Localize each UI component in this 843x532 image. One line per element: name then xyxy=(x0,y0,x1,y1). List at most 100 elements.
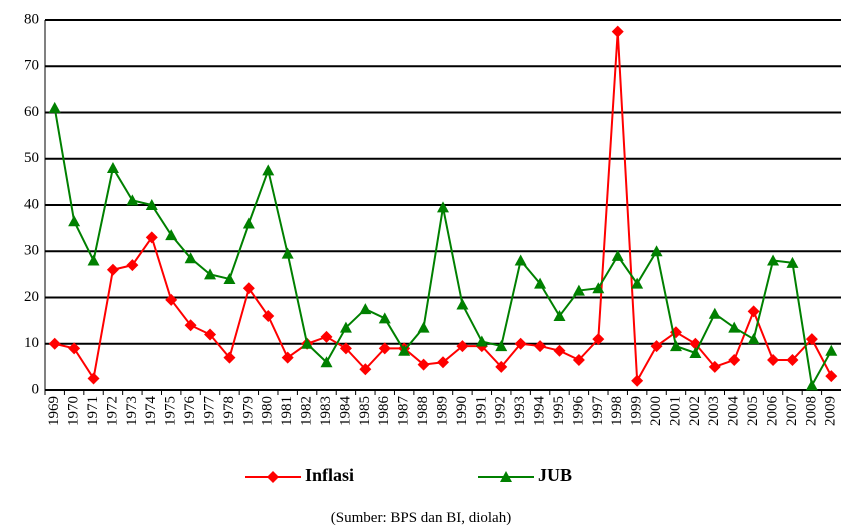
marker xyxy=(242,282,255,295)
x-tick-label: 1988 xyxy=(415,396,431,426)
marker xyxy=(145,199,158,210)
y-tick-label: 10 xyxy=(24,335,39,351)
marker xyxy=(437,356,449,369)
x-tick-label: 1999 xyxy=(629,396,645,426)
marker xyxy=(281,351,294,364)
x-tick-label: 2002 xyxy=(687,396,703,426)
legend-marker xyxy=(267,471,279,483)
marker xyxy=(165,229,178,241)
x-tick-label: 1994 xyxy=(532,396,548,427)
marker xyxy=(475,335,488,347)
marker xyxy=(87,254,100,266)
marker xyxy=(48,101,61,113)
x-tick-label: 1979 xyxy=(240,396,256,426)
x-tick-label: 2005 xyxy=(745,396,761,426)
marker xyxy=(184,252,197,264)
marker xyxy=(611,249,624,261)
marker xyxy=(262,164,275,176)
marker xyxy=(378,342,391,355)
x-tick-label: 1998 xyxy=(609,396,625,426)
marker xyxy=(456,340,469,353)
marker xyxy=(320,330,333,343)
marker xyxy=(728,321,741,333)
x-tick-label: 2001 xyxy=(667,396,683,426)
x-tick-label: 2004 xyxy=(726,396,742,427)
marker xyxy=(339,321,352,333)
x-tick-label: 1997 xyxy=(590,396,606,427)
marker xyxy=(728,353,741,366)
x-tick-label: 1983 xyxy=(318,396,334,426)
marker xyxy=(262,310,275,322)
marker xyxy=(68,215,81,227)
x-tick-label: 1973 xyxy=(124,396,140,426)
marker xyxy=(359,303,372,315)
marker xyxy=(572,353,585,366)
x-tick-label: 1990 xyxy=(454,396,470,426)
marker xyxy=(417,321,430,333)
marker xyxy=(106,162,119,173)
marker xyxy=(204,268,217,280)
marker xyxy=(572,284,585,296)
x-tick-label: 2000 xyxy=(648,396,664,426)
marker xyxy=(767,353,780,366)
marker xyxy=(242,217,255,229)
marker xyxy=(223,351,236,364)
marker xyxy=(223,273,236,284)
marker xyxy=(650,340,663,353)
marker xyxy=(514,254,527,266)
marker xyxy=(378,312,391,324)
x-tick-label: 1992 xyxy=(493,396,509,426)
x-tick-label: 1978 xyxy=(221,396,237,426)
marker xyxy=(786,256,799,268)
x-tick-label: 1976 xyxy=(182,396,198,427)
legend-label: Inflasi xyxy=(305,465,354,485)
y-tick-label: 20 xyxy=(24,289,39,305)
x-tick-label: 1986 xyxy=(376,396,392,427)
marker xyxy=(553,310,566,321)
x-tick-label: 1995 xyxy=(551,396,567,426)
x-tick-label: 1972 xyxy=(104,396,120,426)
marker xyxy=(631,277,644,289)
marker xyxy=(320,356,333,368)
marker xyxy=(456,298,469,310)
x-tick-label: 1984 xyxy=(337,396,353,427)
marker xyxy=(708,360,721,373)
x-tick-label: 1975 xyxy=(163,396,179,426)
marker xyxy=(87,372,100,385)
y-tick-label: 40 xyxy=(24,196,39,212)
y-tick-label: 30 xyxy=(24,243,39,259)
marker xyxy=(708,307,721,319)
x-tick-label: 1981 xyxy=(279,396,295,426)
marker xyxy=(592,333,605,346)
x-tick-label: 1974 xyxy=(143,396,159,427)
marker xyxy=(786,353,799,366)
marker xyxy=(437,201,449,213)
legend-marker xyxy=(500,471,512,482)
marker xyxy=(805,333,818,346)
marker xyxy=(48,337,61,350)
marker xyxy=(650,245,663,257)
x-tick-label: 2007 xyxy=(784,396,800,427)
marker xyxy=(767,254,780,266)
marker xyxy=(553,344,566,357)
marker xyxy=(611,25,624,38)
y-tick-label: 70 xyxy=(24,58,39,74)
marker xyxy=(126,259,139,272)
marker xyxy=(747,305,760,318)
marker xyxy=(359,363,372,376)
marker xyxy=(631,374,644,387)
marker xyxy=(805,379,818,391)
marker xyxy=(106,263,119,276)
marker xyxy=(825,370,838,383)
marker xyxy=(495,360,508,373)
y-tick-label: 80 xyxy=(24,11,39,27)
x-tick-label: 1991 xyxy=(473,396,489,426)
marker xyxy=(514,337,527,350)
marker xyxy=(281,247,294,259)
x-tick-label: 1971 xyxy=(85,396,101,426)
x-tick-label: 1977 xyxy=(201,396,217,427)
y-tick-label: 60 xyxy=(24,104,39,120)
x-tick-label: 2008 xyxy=(803,396,819,426)
marker xyxy=(339,342,352,355)
